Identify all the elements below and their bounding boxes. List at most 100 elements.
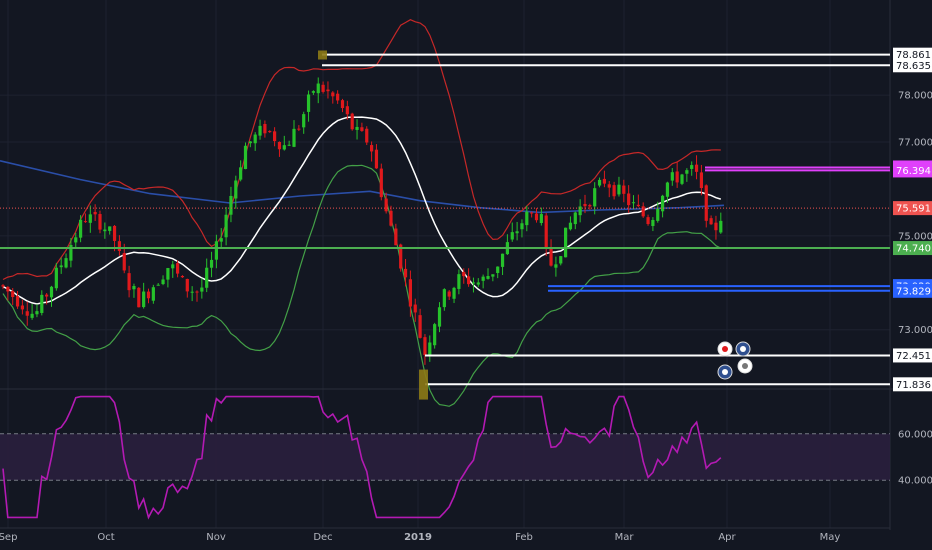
price-tag-label: 72.451 (896, 351, 931, 362)
candle-body (336, 93, 340, 101)
candle-body (122, 253, 126, 271)
price-tag (893, 283, 932, 298)
candle-body (306, 94, 311, 112)
candle-body (224, 214, 228, 238)
candle-body (661, 195, 665, 212)
candle-body (447, 291, 451, 297)
candle-body (171, 264, 175, 269)
candle-body (476, 282, 480, 285)
price-tag (893, 348, 932, 363)
candle-body (699, 172, 703, 189)
candle-body (64, 258, 68, 268)
price-tag-label: 74.740 (896, 244, 931, 255)
candle-body (709, 218, 713, 225)
moving-average-200 (0, 160, 725, 214)
x-tick-label: Apr (718, 532, 736, 543)
candle-body (418, 315, 422, 338)
candle-body (564, 227, 568, 258)
candle-body (340, 100, 345, 109)
osc-tick-label: 40.0000 (898, 476, 932, 487)
candle-body (462, 271, 466, 277)
candle-body (117, 241, 121, 251)
candle-body (229, 195, 233, 215)
candle-body (612, 185, 616, 197)
candle-body (403, 268, 408, 278)
candle-body (15, 296, 20, 307)
osc-tick-label: 60.0000 (898, 429, 932, 440)
candle-body (496, 266, 500, 273)
candle-body (467, 276, 471, 285)
price-tag-label: 73.829 (896, 286, 931, 297)
candle-body (583, 203, 587, 207)
candle-body (83, 221, 88, 223)
candle-body (30, 313, 34, 318)
axes: 78.000 77.000 75.000 73.000 60.0000 40.0000 Se… (0, 91, 932, 543)
event-markers[interactable] (717, 341, 753, 380)
candle-body (219, 238, 223, 242)
candle-body (631, 202, 636, 204)
candle-body (627, 193, 631, 206)
candle-body (680, 174, 684, 184)
candle-body (384, 198, 388, 212)
candle-body (428, 342, 432, 355)
oscillator-zone (0, 433, 890, 481)
candle-body (374, 149, 379, 169)
candle-body (622, 185, 626, 194)
candle-body (675, 171, 679, 183)
x-tick-label: Sep (0, 532, 17, 543)
candle-body (365, 128, 369, 143)
candle-body (98, 214, 102, 230)
candle-body (6, 286, 10, 292)
candle-body (214, 241, 218, 260)
candle-body (452, 287, 456, 299)
candle-body (200, 287, 204, 292)
candle-body (554, 264, 558, 268)
price-tag (893, 377, 932, 392)
candle-body (345, 106, 349, 115)
candle-body (573, 212, 577, 225)
candle-body (54, 267, 58, 289)
ma-line (0, 160, 725, 214)
price-tag-label: 71.836 (896, 380, 931, 391)
candle-body (326, 89, 330, 92)
candle-body (520, 223, 524, 230)
low-marker (419, 369, 428, 400)
candle-body (389, 210, 393, 226)
candle-body (112, 225, 117, 241)
candle-body (142, 291, 146, 308)
candle-body (258, 125, 262, 136)
candle-body (539, 214, 543, 223)
price-tag (893, 163, 932, 178)
candle-body (471, 282, 476, 284)
candle-body (185, 278, 189, 292)
candle-body (423, 337, 427, 356)
candle-body (408, 279, 412, 307)
candle-body (568, 222, 573, 230)
candle-body (607, 184, 611, 188)
candle-body (176, 263, 180, 274)
y-tick-label: 73.000 (898, 325, 932, 336)
candle-body (273, 131, 277, 142)
candle-body (263, 124, 267, 134)
horizontal-levels[interactable]: 78.86178.63576.45776.39475.59174.74073.9… (0, 47, 932, 400)
candle-body (209, 259, 214, 268)
candle-body (127, 273, 131, 291)
candle-body (413, 304, 417, 313)
candle-body (146, 291, 151, 299)
candle-body (253, 134, 257, 144)
price-tag-label: 75.591 (896, 204, 931, 215)
candle-body (302, 114, 306, 128)
bollinger-bands (2, 19, 722, 407)
candle-body (399, 244, 403, 269)
candle-body (156, 284, 160, 286)
candle-body (559, 256, 563, 264)
candle-body (437, 307, 442, 327)
candle-body (694, 164, 699, 172)
candle-body (578, 206, 582, 216)
candle-body (268, 131, 272, 133)
y-tick-label: 75.000 (898, 231, 932, 242)
candle-body (40, 294, 44, 313)
candle-body (151, 287, 155, 301)
candle-body (665, 182, 670, 197)
